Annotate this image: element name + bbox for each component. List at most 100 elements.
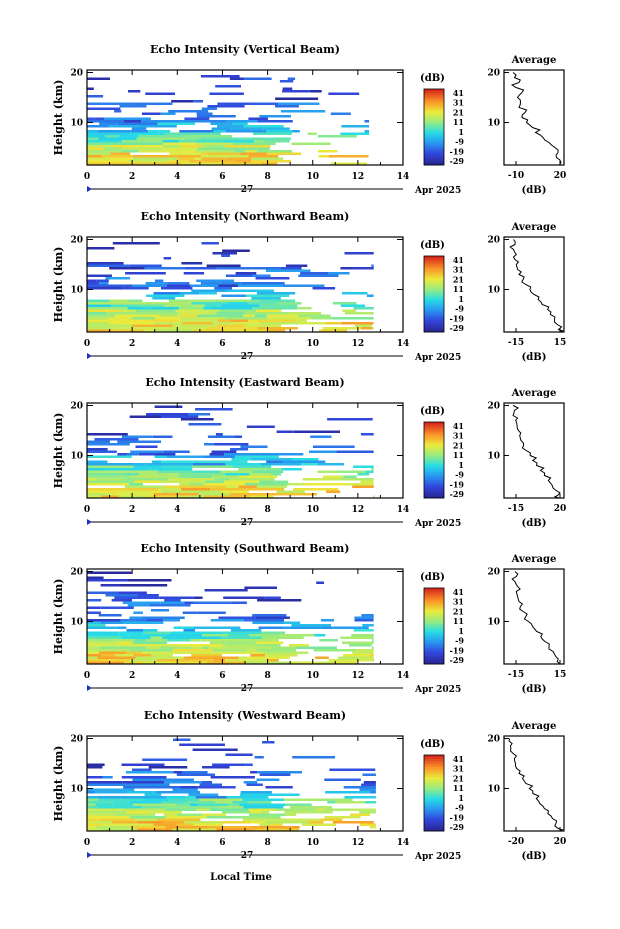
heatmap-cell: [100, 606, 134, 609]
heatmap-cell: [226, 796, 269, 799]
heatmap-cell: [99, 651, 127, 654]
heatmap-cell: [213, 443, 249, 446]
heatmap-cell: [207, 661, 247, 664]
colorbar-swatch: [424, 440, 444, 443]
heatmap-cell: [316, 581, 324, 584]
heatmap-cell: [165, 806, 185, 809]
heatmap-cell: [130, 132, 165, 135]
heatmap-cell: [244, 586, 277, 589]
heatmap-cell: [130, 145, 163, 148]
heatmap-cell: [132, 157, 178, 160]
heatmap-cell: [372, 639, 374, 642]
heatmap-cell: [200, 631, 224, 634]
heatmap-cell: [87, 130, 98, 133]
colorbar-tick-label: 21: [453, 606, 464, 616]
x-tick-label: 0: [84, 671, 90, 681]
heatmap-cell: [150, 636, 163, 639]
colorbar-frame: [423, 255, 445, 333]
colorbar-swatch: [424, 596, 444, 599]
heatmap-cell: [153, 322, 161, 325]
heatmap-cell: [131, 127, 147, 130]
heatmap-cell: [235, 160, 252, 163]
heatmap-cell: [359, 788, 376, 791]
heatmap-cell: [87, 626, 118, 629]
heatmap-cell: [260, 162, 278, 165]
y-axis-label: Height (km): [52, 746, 65, 822]
heatmap-cell: [87, 791, 95, 794]
colorbar-swatch: [424, 660, 444, 663]
heatmap-cell: [109, 644, 125, 647]
colorbar-tick-label: 1: [458, 127, 464, 137]
heatmap-cell: [215, 433, 223, 436]
colorbar-swatch: [424, 825, 444, 828]
colorbar-tick-label: 11: [453, 783, 464, 793]
heatmap-cell: [121, 636, 151, 639]
heatmap-cell: [328, 272, 350, 275]
heatmap-cell: [276, 490, 305, 493]
heatmap-cell: [181, 262, 203, 265]
heatmap-cell: [225, 145, 271, 148]
heatmap-cell: [245, 294, 290, 297]
heatmap-cell: [134, 480, 160, 483]
x-tick-label: 0: [84, 838, 90, 848]
heatmap-cell: [153, 329, 194, 332]
heatmap-cell: [87, 798, 99, 801]
colorbar-frame: [423, 587, 445, 665]
heatmap-cell: [255, 277, 290, 280]
heatmap-cell: [254, 314, 267, 317]
heatmap-cell: [151, 654, 173, 657]
colorbar-tick-label: 31: [453, 764, 464, 774]
heatmap-cell: [196, 314, 234, 317]
heatmap-cell: [87, 576, 104, 579]
colorbar-tick-label: 1: [458, 793, 464, 803]
y-axis-label: Height (km): [52, 80, 65, 156]
heatmap-cell: [127, 579, 172, 582]
heatmap-cell: [266, 152, 302, 155]
colorbar-swatch: [424, 268, 444, 271]
heatmap-cell: [238, 468, 246, 471]
colorbar-swatch: [424, 304, 444, 307]
heatmap-cell: [243, 781, 258, 784]
heatmap-cell: [242, 798, 267, 801]
heatmap-cell: [221, 821, 251, 824]
heatmap-cell: [370, 791, 376, 794]
heatmap-cell: [346, 483, 374, 486]
heatmap-cell: [340, 636, 374, 639]
heatmap-cell: [222, 644, 257, 647]
heatmap-cell: [117, 626, 127, 629]
y-tick-label: 10: [70, 785, 83, 795]
heatmap-cell: [238, 816, 281, 819]
heatmap-cell: [265, 269, 311, 272]
heatmap-cell: [315, 661, 331, 664]
heatmap-cell: [293, 488, 339, 491]
heatmap-cell: [250, 654, 266, 657]
heatmap-cell: [231, 458, 251, 461]
heatmap-cell: [317, 470, 336, 473]
colorbar-tick-label: 31: [453, 597, 464, 607]
heatmap-cell: [117, 440, 161, 443]
heatmap-cell: [247, 302, 277, 305]
heatmap-cell: [213, 130, 226, 133]
heatmap-cell: [132, 803, 176, 806]
x-tick-label: 6: [219, 671, 225, 681]
colorbar-swatch: [424, 448, 444, 451]
x-tick-label: 6: [219, 172, 225, 182]
heatmap-cell: [125, 304, 138, 307]
colorbar-swatch: [424, 288, 444, 291]
colorbar-swatch: [424, 141, 444, 144]
average-frame: [503, 236, 565, 333]
heatmap-cell: [87, 488, 127, 491]
heatmap-cell: [241, 282, 285, 285]
heatmap-cell: [257, 599, 302, 602]
colorbar-swatch: [424, 256, 444, 259]
average-y-tick-label: 10: [487, 785, 500, 795]
heatmap-cell: [87, 493, 112, 496]
x-tick-label: 2: [129, 172, 135, 182]
heatmap-cell: [245, 468, 266, 471]
heatmap-cell: [157, 818, 201, 821]
average-y-tick-label: 20: [487, 236, 500, 246]
heatmap-cell: [230, 448, 249, 451]
colorbar-swatch: [424, 155, 444, 158]
heatmap-cell: [282, 90, 310, 93]
heatmap-cell: [280, 110, 326, 113]
